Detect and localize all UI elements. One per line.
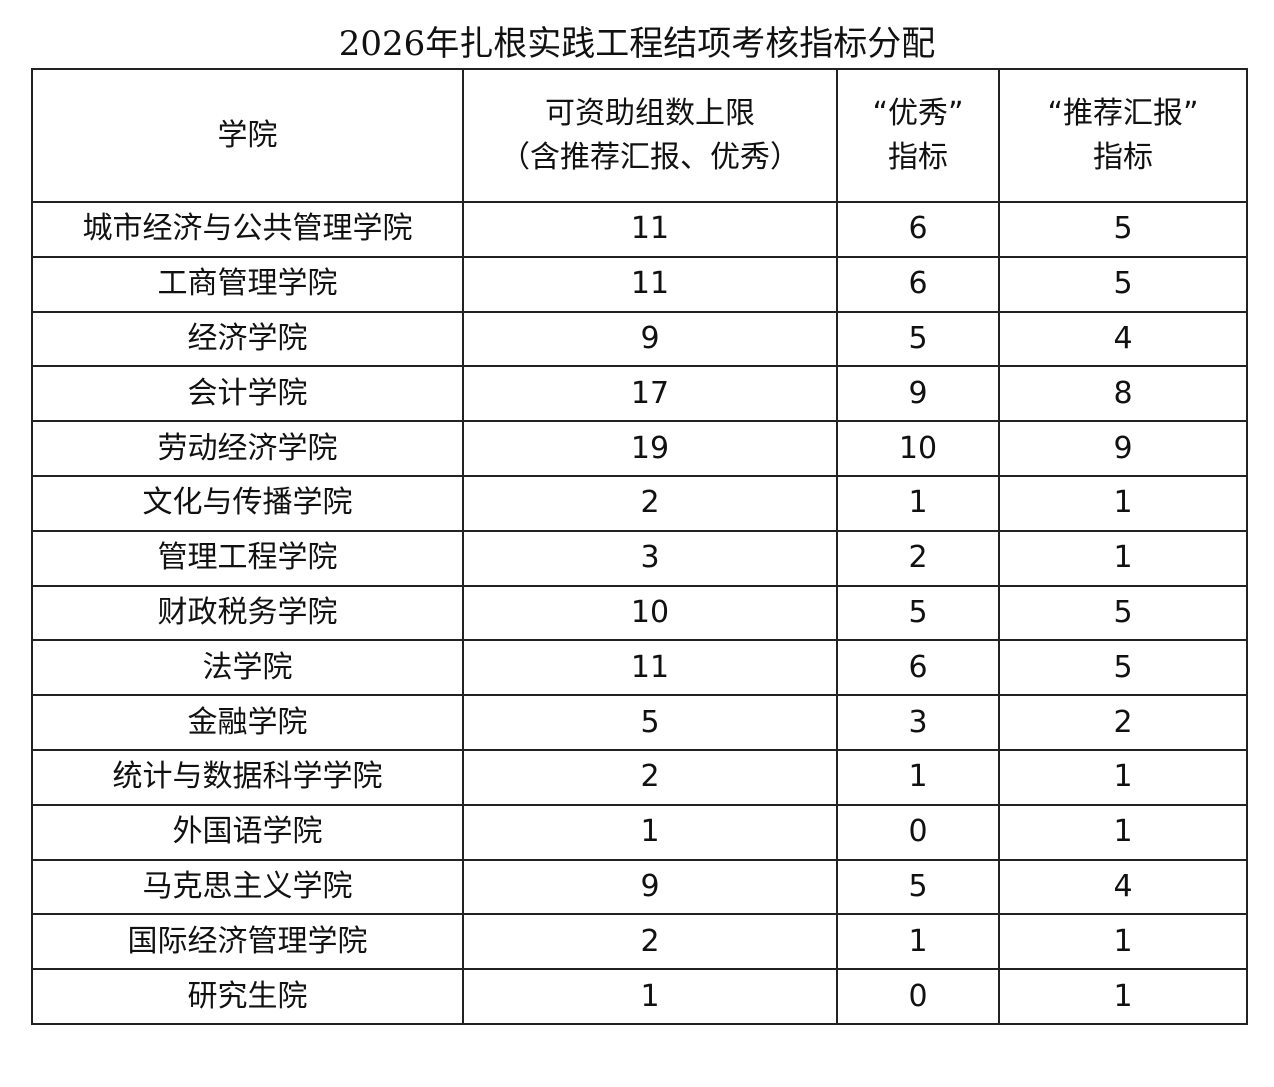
header-report-line2: 指标 <box>1093 139 1153 175</box>
cell-limit: 17 <box>462 365 838 423</box>
cell-college: 研究生院 <box>31 968 464 1025</box>
cell-limit: 2 <box>462 913 838 971</box>
cell-excellent: 2 <box>836 529 1000 587</box>
cell-excellent: 5 <box>836 584 1000 642</box>
cell-excellent: 10 <box>836 420 1000 477</box>
cell-limit: 9 <box>462 858 838 916</box>
cell-excellent: 1 <box>836 474 1000 532</box>
table-row: 外国语学院 1 0 1 <box>31 803 1248 861</box>
header-excellent: “优秀” 指标 <box>836 68 1000 203</box>
cell-college: 马克思主义学院 <box>31 858 464 916</box>
header-report: “推荐汇报” 指标 <box>998 68 1248 203</box>
cell-excellent: 0 <box>836 968 1000 1025</box>
cell-report: 1 <box>998 803 1248 861</box>
header-college-label: 学院 <box>217 117 278 153</box>
cell-limit: 5 <box>462 694 838 751</box>
cell-limit: 1 <box>462 803 838 861</box>
cell-college: 外国语学院 <box>31 803 464 861</box>
cell-report: 1 <box>998 474 1248 532</box>
cell-report: 1 <box>998 529 1248 587</box>
cell-college: 经济学院 <box>31 310 464 368</box>
table-row: 金融学院 5 3 2 <box>31 694 1248 751</box>
document-title: 2026年扎根实践工程结项考核指标分配 <box>338 24 936 64</box>
cell-college: 金融学院 <box>31 694 464 751</box>
cell-report: 5 <box>998 639 1248 697</box>
cell-report: 1 <box>998 748 1248 806</box>
cell-college: 劳动经济学院 <box>31 420 464 477</box>
cell-limit: 3 <box>462 529 838 587</box>
cell-report: 8 <box>998 365 1248 423</box>
header-excellent-line2: 指标 <box>888 139 948 175</box>
header-report-line1: “推荐汇报” <box>1047 95 1199 131</box>
cell-limit: 9 <box>462 310 838 368</box>
table-row: 马克思主义学院 9 5 4 <box>31 858 1248 916</box>
cell-limit: 1 <box>462 968 838 1025</box>
cell-college: 国际经济管理学院 <box>31 913 464 971</box>
cell-college: 文化与传播学院 <box>31 474 464 532</box>
cell-college: 法学院 <box>31 639 464 697</box>
cell-excellent: 6 <box>836 639 1000 697</box>
cell-excellent: 5 <box>836 310 1000 368</box>
header-college: 学院 <box>31 68 464 203</box>
cell-report: 1 <box>998 968 1248 1025</box>
cell-excellent: 0 <box>836 803 1000 861</box>
cell-limit: 19 <box>462 420 838 477</box>
cell-excellent: 3 <box>836 694 1000 751</box>
table-row: 管理工程学院 3 2 1 <box>31 529 1248 587</box>
cell-report: 2 <box>998 694 1248 751</box>
header-limit: 可资助组数上限 （含推荐汇报、优秀） <box>462 68 838 203</box>
cell-excellent: 1 <box>836 748 1000 806</box>
table-row: 研究生院 1 0 1 <box>31 968 1248 1025</box>
cell-report: 4 <box>998 310 1248 368</box>
table-row: 国际经济管理学院 2 1 1 <box>31 913 1248 971</box>
cell-report: 1 <box>998 913 1248 971</box>
cell-limit: 2 <box>462 474 838 532</box>
table-row: 工商管理学院 11 6 5 <box>31 255 1248 313</box>
table-row: 统计与数据科学学院 2 1 1 <box>31 748 1248 806</box>
cell-college: 工商管理学院 <box>31 255 464 313</box>
cell-excellent: 1 <box>836 913 1000 971</box>
cell-college: 财政税务学院 <box>31 584 464 642</box>
table-row: 文化与传播学院 2 1 1 <box>31 474 1248 532</box>
cell-report: 5 <box>998 201 1248 258</box>
cell-report: 9 <box>998 420 1248 477</box>
cell-college: 会计学院 <box>31 365 464 423</box>
table-row: 会计学院 17 9 8 <box>31 365 1248 423</box>
header-excellent-line1: “优秀” <box>872 95 964 131</box>
header-row: 学院 可资助组数上限 （含推荐汇报、优秀） “优秀” 指标 “推荐汇报” 指标 <box>31 68 1248 203</box>
cell-limit: 2 <box>462 748 838 806</box>
cell-report: 4 <box>998 858 1248 916</box>
cell-college: 统计与数据科学学院 <box>31 748 464 806</box>
cell-report: 5 <box>998 584 1248 642</box>
cell-excellent: 6 <box>836 255 1000 313</box>
cell-excellent: 9 <box>836 365 1000 423</box>
cell-limit: 11 <box>462 201 838 258</box>
cell-limit: 10 <box>462 584 838 642</box>
cell-college: 城市经济与公共管理学院 <box>31 201 464 258</box>
cell-excellent: 5 <box>836 858 1000 916</box>
header-limit-line2: （含推荐汇报、优秀） <box>500 139 800 175</box>
table-row: 财政税务学院 10 5 5 <box>31 584 1248 642</box>
cell-report: 5 <box>998 255 1248 313</box>
cell-limit: 11 <box>462 255 838 313</box>
table-row: 劳动经济学院 19 10 9 <box>31 420 1248 477</box>
cell-college: 管理工程学院 <box>31 529 464 587</box>
cell-limit: 11 <box>462 639 838 697</box>
table-row: 经济学院 9 5 4 <box>31 310 1248 368</box>
table-row: 城市经济与公共管理学院 11 6 5 <box>31 201 1248 258</box>
header-limit-line1: 可资助组数上限 <box>545 95 755 131</box>
allocation-table: 学院 可资助组数上限 （含推荐汇报、优秀） “优秀” 指标 “推荐汇报” 指标 城市经… <box>31 68 1248 1025</box>
cell-excellent: 6 <box>836 201 1000 258</box>
table-row: 法学院 11 6 5 <box>31 639 1248 697</box>
